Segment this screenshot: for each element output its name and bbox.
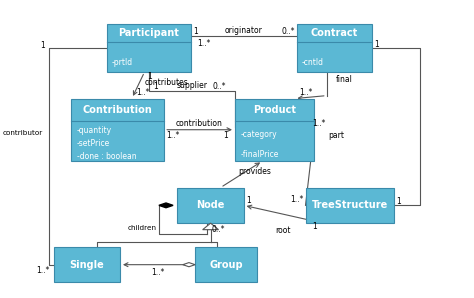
- Text: -cntld: -cntld: [302, 58, 324, 67]
- Text: originator: originator: [225, 26, 263, 35]
- Text: 1: 1: [224, 131, 228, 140]
- Text: root: root: [276, 226, 291, 235]
- Text: 0..*: 0..*: [212, 82, 226, 91]
- Text: 1..*: 1..*: [136, 88, 150, 97]
- Text: -quantity: -quantity: [77, 126, 112, 135]
- Text: 1: 1: [396, 197, 401, 206]
- Text: part: part: [328, 131, 345, 140]
- Text: 1..*: 1..*: [166, 131, 180, 140]
- Text: Product: Product: [253, 105, 296, 115]
- Text: Contribution: Contribution: [83, 105, 153, 115]
- FancyBboxPatch shape: [177, 187, 244, 223]
- Text: Participant: Participant: [118, 28, 179, 38]
- Text: -finalPrice: -finalPrice: [240, 150, 279, 159]
- Text: 1: 1: [153, 82, 158, 91]
- Text: 1..*: 1..*: [151, 268, 164, 277]
- Text: contribution: contribution: [176, 119, 223, 128]
- Text: Contract: Contract: [310, 28, 358, 38]
- Text: final: final: [336, 75, 352, 84]
- Text: contributes: contributes: [145, 78, 189, 87]
- FancyBboxPatch shape: [297, 24, 372, 72]
- Text: 0..*: 0..*: [281, 27, 295, 36]
- FancyBboxPatch shape: [72, 99, 164, 161]
- Text: -setPrice: -setPrice: [77, 139, 110, 148]
- Text: contributor: contributor: [2, 130, 43, 136]
- Text: Single: Single: [70, 260, 104, 270]
- Text: Node: Node: [196, 200, 225, 210]
- Text: -category: -category: [240, 131, 277, 139]
- Text: -prtld: -prtld: [112, 58, 133, 67]
- Text: 1..*: 1..*: [312, 119, 326, 128]
- Text: 1: 1: [246, 196, 250, 205]
- Text: 1: 1: [312, 222, 317, 231]
- FancyBboxPatch shape: [107, 24, 191, 72]
- Polygon shape: [159, 203, 173, 208]
- Text: provides: provides: [238, 167, 271, 176]
- Text: 0..*: 0..*: [212, 226, 225, 235]
- Text: children: children: [128, 225, 157, 231]
- Text: TreeStructure: TreeStructure: [311, 200, 388, 210]
- Polygon shape: [183, 263, 195, 267]
- Text: 1..*: 1..*: [290, 195, 303, 204]
- Text: supplier: supplier: [176, 81, 207, 90]
- Text: 1: 1: [193, 27, 198, 36]
- Text: 1..*: 1..*: [36, 266, 49, 275]
- Text: -done : boolean: -done : boolean: [77, 152, 137, 162]
- FancyBboxPatch shape: [195, 247, 257, 283]
- Text: 1..*: 1..*: [197, 39, 210, 48]
- Text: 1..*: 1..*: [299, 88, 312, 97]
- Polygon shape: [203, 223, 219, 230]
- Text: 1: 1: [40, 41, 45, 50]
- FancyBboxPatch shape: [54, 247, 120, 283]
- FancyBboxPatch shape: [306, 187, 394, 223]
- FancyBboxPatch shape: [235, 99, 314, 161]
- Text: 1: 1: [147, 72, 152, 81]
- Text: Group: Group: [209, 260, 243, 270]
- Text: 1: 1: [374, 40, 379, 49]
